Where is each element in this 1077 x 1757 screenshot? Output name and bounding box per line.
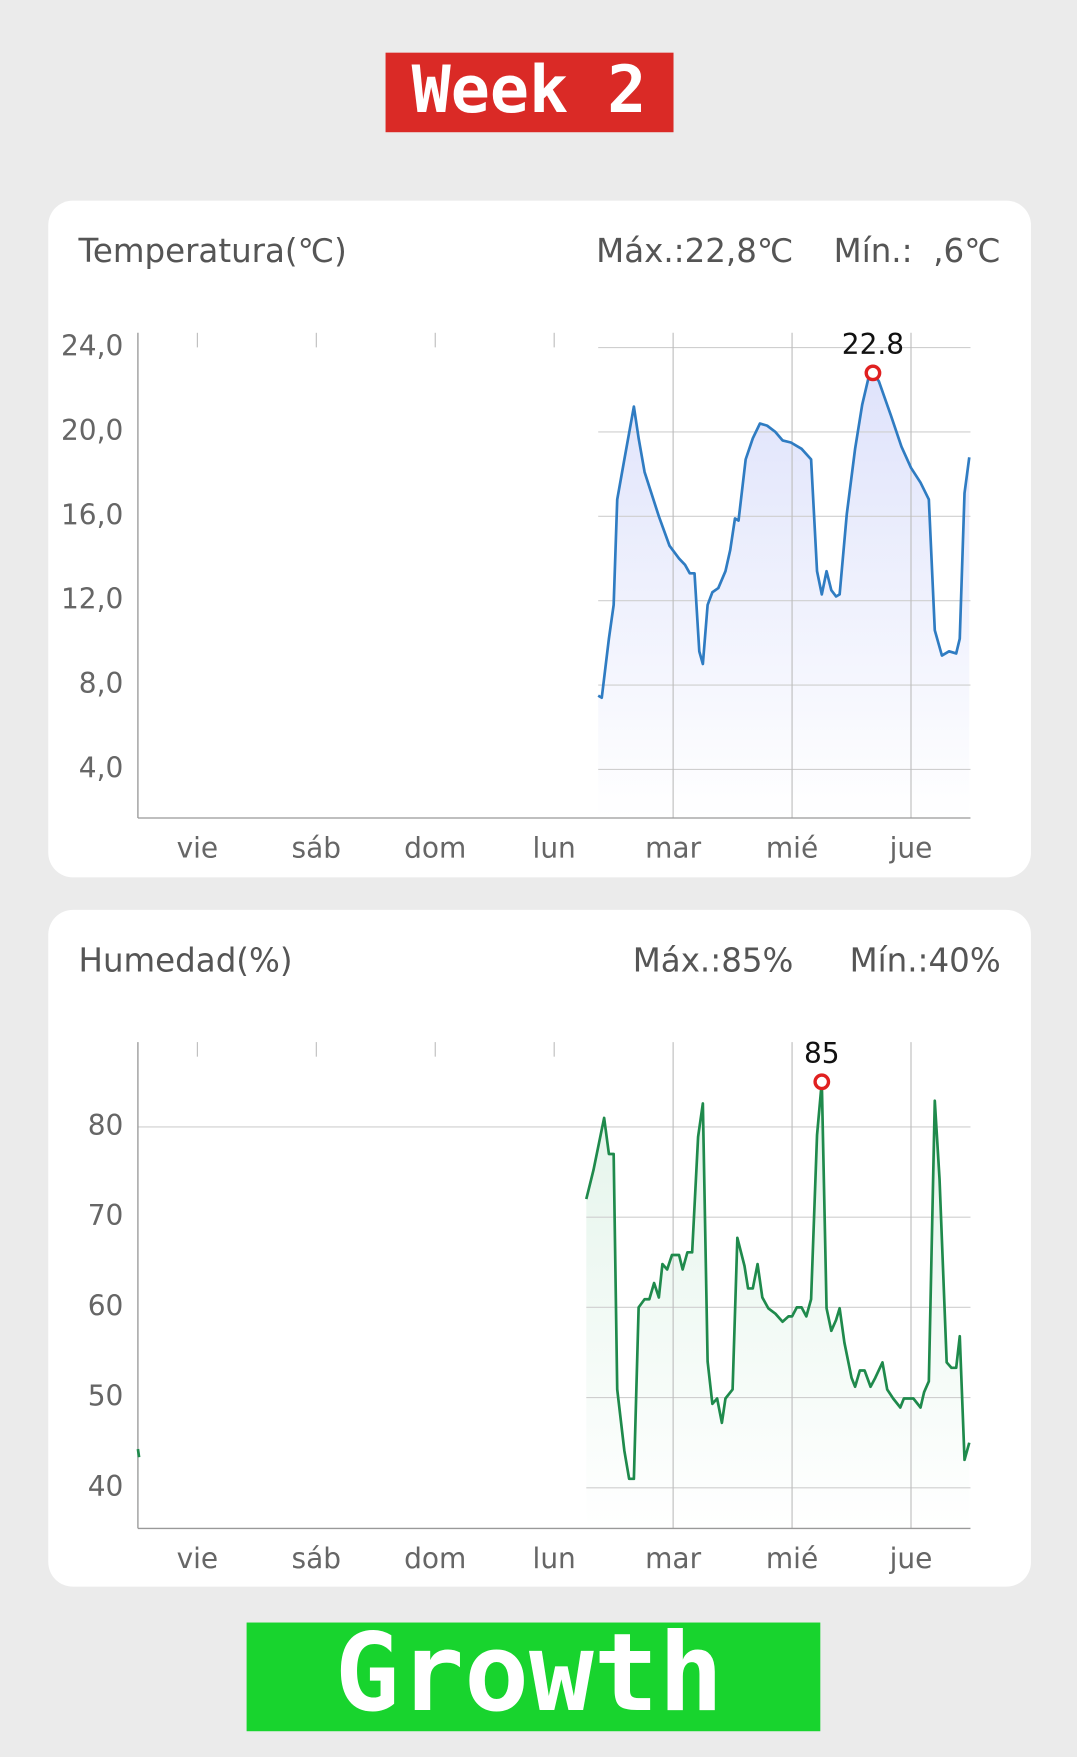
max-marker (864, 364, 882, 382)
y-tick-label: 70 (88, 1199, 124, 1232)
x-tick-label: jue (889, 831, 933, 864)
x-tick-label: dom (404, 831, 466, 864)
min-label: Mín.: ,6℃ (834, 232, 1001, 270)
max-label: Máx.:85% (633, 942, 794, 980)
x-tick-label: jue (889, 1542, 933, 1575)
x-tick-label: sáb (292, 1542, 342, 1575)
area (598, 372, 970, 818)
x-tick-label: dom (404, 1542, 466, 1575)
header-title: Week 2 (412, 53, 647, 128)
footer-box (246, 1622, 821, 1732)
max-value-label: 22.8 (842, 328, 904, 361)
max-marker (813, 1073, 831, 1091)
y-tick-label: 8,0 (79, 667, 124, 700)
y-tick-label: 40 (88, 1470, 124, 1503)
area (137, 1081, 970, 1529)
x-tick-label: vie (177, 1542, 219, 1575)
x-tick-label: vie (177, 831, 219, 864)
x-tick-label: sáb (292, 831, 342, 864)
y-tick-label: 4,0 (79, 751, 124, 784)
y-tick-label: 20,0 (61, 414, 123, 447)
x-tick-label: lun (533, 831, 576, 864)
min-label: Mín.:40% (850, 942, 1001, 980)
line (597, 371, 971, 700)
x-tick-label: mié (766, 831, 818, 864)
max-label: Máx.:22,8℃ (596, 232, 793, 270)
y-tick-label: 16,0 (61, 498, 123, 531)
line (136, 1080, 971, 1481)
footer-label: Growth (335, 1611, 724, 1736)
chart-title: Humedad(%) (79, 942, 293, 980)
y-tick-label: 12,0 (61, 583, 123, 616)
max-value-label: 85 (804, 1037, 840, 1070)
x-tick-label: mié (766, 1542, 818, 1575)
y-tick-label: 50 (88, 1380, 124, 1413)
x-tick-label: lun (533, 1542, 576, 1575)
x-tick-label: mar (645, 831, 701, 864)
y-tick-label: 80 (88, 1109, 124, 1142)
chart-title: Temperatura(℃) (78, 232, 347, 270)
y-tick-label: 24,0 (61, 330, 123, 363)
header-box (385, 52, 674, 133)
x-tick-label: mar (645, 1542, 701, 1575)
y-tick-label: 60 (88, 1289, 124, 1322)
